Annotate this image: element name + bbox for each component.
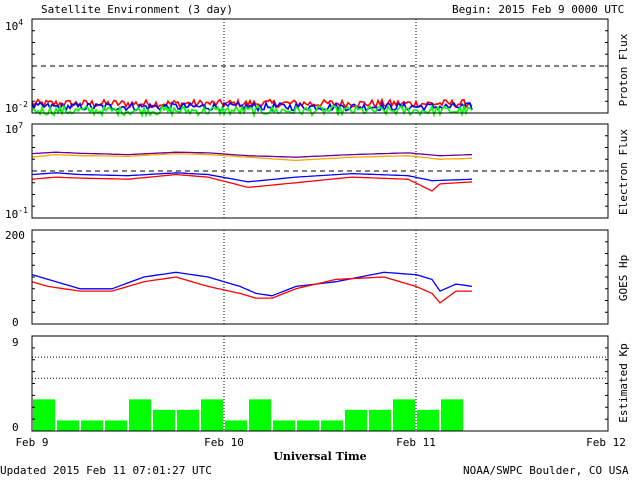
series-line-green [31, 103, 473, 119]
x-tick-labels: Feb 9 Feb 10 Feb 11 Feb 12 [15, 436, 625, 449]
y-tick-top: 200 [5, 229, 25, 242]
estimated-kp-panel: Estimated Kp 9 0 [12, 335, 630, 434]
x-tick-label: Feb 11 [396, 436, 436, 449]
updated-timestamp: Updated 2015 Feb 11 07:01:27 UTC [0, 464, 212, 477]
chart-title: Satellite Environment (3 day) [41, 3, 233, 16]
kp-bar [153, 409, 175, 431]
goes-hp-panel: GOES Hp 200 0 [5, 229, 630, 329]
y-tick-bottom: 0 [12, 316, 19, 329]
series-line-blue [31, 271, 473, 297]
series-line-red [31, 173, 473, 192]
series-line-purple [31, 151, 473, 158]
y-tick-bottom: 10-1 [5, 206, 28, 221]
y-tick-top: 104 [5, 18, 23, 33]
y-tick-bottom: 0 [12, 421, 19, 434]
kp-bar [249, 399, 271, 431]
kp-bar [417, 409, 439, 431]
series-line-red [31, 276, 472, 304]
kp-bar [369, 409, 391, 431]
y-tick-top: 107 [5, 121, 23, 136]
kp-bar [273, 420, 295, 431]
kp-bar [225, 420, 247, 431]
panel-ylabel: GOES Hp [617, 255, 630, 301]
begin-time: Begin: 2015 Feb 9 0000 UTC [452, 3, 624, 16]
kp-bar [57, 420, 79, 431]
x-tick-label: Feb 10 [204, 436, 244, 449]
kp-bar [105, 420, 127, 431]
panel-frame [31, 335, 609, 432]
panel-ylabel: Electron Flux [617, 129, 630, 215]
panel-ylabel: Estimated Kp [617, 343, 630, 422]
series-line-orange [31, 152, 473, 162]
kp-bar [345, 409, 367, 431]
y-tick-bottom: 10-2 [5, 100, 28, 115]
kp-bar [441, 399, 463, 431]
electron-flux-panel: Electron Flux 107 10-1 [5, 121, 630, 221]
credit-text: NOAA/SWPC Boulder, CO USA [463, 464, 629, 477]
kp-bar [129, 399, 151, 431]
kp-bar [81, 420, 103, 431]
x-tick-label: Feb 9 [15, 436, 48, 449]
kp-bar [321, 420, 343, 431]
kp-bar [177, 409, 199, 431]
kp-bar [33, 399, 55, 431]
series-line-blue [31, 172, 473, 183]
kp-bar [297, 420, 319, 431]
x-tick-label: Feb 12 [586, 436, 626, 449]
proton-flux-panel: Proton Flux 104 10-2 [5, 18, 630, 119]
series-line-blue [31, 100, 473, 113]
kp-bar [393, 399, 415, 431]
panel-frame [31, 229, 609, 325]
x-axis-label: Universal Time [273, 450, 366, 463]
panel-ylabel: Proton Flux [617, 33, 630, 106]
kp-bar [201, 399, 223, 431]
y-tick-top: 9 [12, 336, 19, 349]
